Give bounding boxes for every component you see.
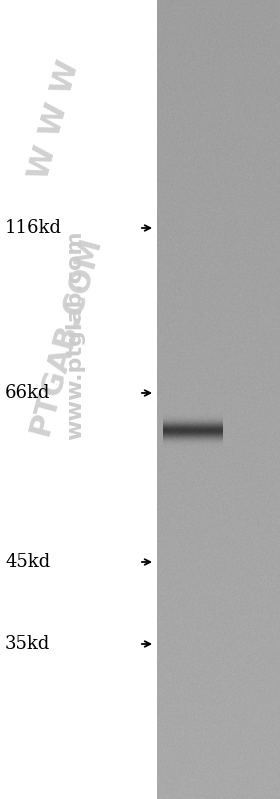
Text: PTGAB.COM: PTGAB.COM bbox=[25, 233, 106, 439]
Text: 35kd: 35kd bbox=[5, 635, 50, 653]
Text: www.ptglab.com: www.ptglab.com bbox=[65, 231, 85, 440]
Text: 45kd: 45kd bbox=[5, 553, 50, 571]
Text: 116kd: 116kd bbox=[5, 219, 62, 237]
Bar bbox=[0, 0, 157, 799]
Text: 66kd: 66kd bbox=[5, 384, 50, 402]
Text: W W W: W W W bbox=[25, 57, 85, 183]
